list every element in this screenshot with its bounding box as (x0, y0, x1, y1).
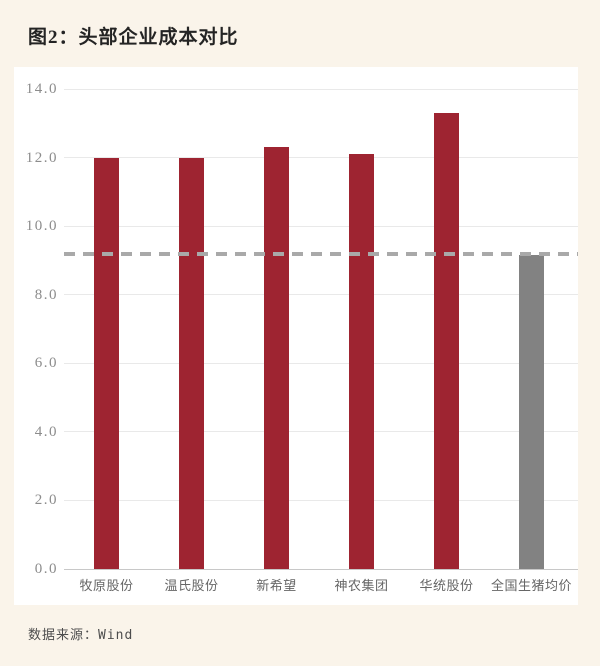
category-label: 新希望 (256, 578, 297, 593)
bar (349, 154, 374, 569)
category-label: 温氏股份 (164, 578, 219, 593)
bar (264, 147, 289, 569)
chart-panel: 0.0 2.0 4.0 6.0 8.0 10.0 12.0 14.0 牧原股份 温氏股份 新希望 神农… (14, 67, 578, 605)
y-tick-label: 4.0 (34, 423, 58, 440)
y-tick-label: 8.0 (34, 286, 58, 303)
y-tick-label: 2.0 (34, 492, 58, 509)
chart-title: 图2：头部企业成本对比 (28, 27, 239, 48)
bar (94, 157, 119, 569)
y-tick-label: 12.0 (25, 149, 58, 166)
bar (434, 113, 459, 569)
reference-line (64, 251, 578, 256)
gridline (64, 88, 578, 90)
category-label: 牧原股份 (79, 578, 134, 593)
gridline (64, 225, 578, 227)
y-tick-label: 10.0 (25, 218, 58, 235)
plot-area: 0.0 2.0 4.0 6.0 8.0 10.0 12.0 14.0 牧原股份 温氏股份 新希望 神农… (26, 81, 578, 593)
gridline (64, 157, 578, 159)
gridline (64, 431, 578, 433)
bar (519, 255, 544, 569)
category-label: 神农集团 (334, 578, 389, 593)
y-tick-label: 0.0 (34, 561, 58, 577)
y-tick-label: 14.0 (25, 81, 58, 97)
bar (179, 157, 204, 569)
data-source-note: 数据来源：Wind (28, 628, 134, 643)
category-label: 华统股份 (419, 578, 474, 593)
gridline (64, 362, 578, 364)
gridline (64, 568, 578, 570)
y-tick-label: 6.0 (34, 355, 58, 372)
gridline (64, 294, 578, 296)
gridline (64, 499, 578, 501)
category-label: 全国生猪均价 (490, 578, 572, 593)
